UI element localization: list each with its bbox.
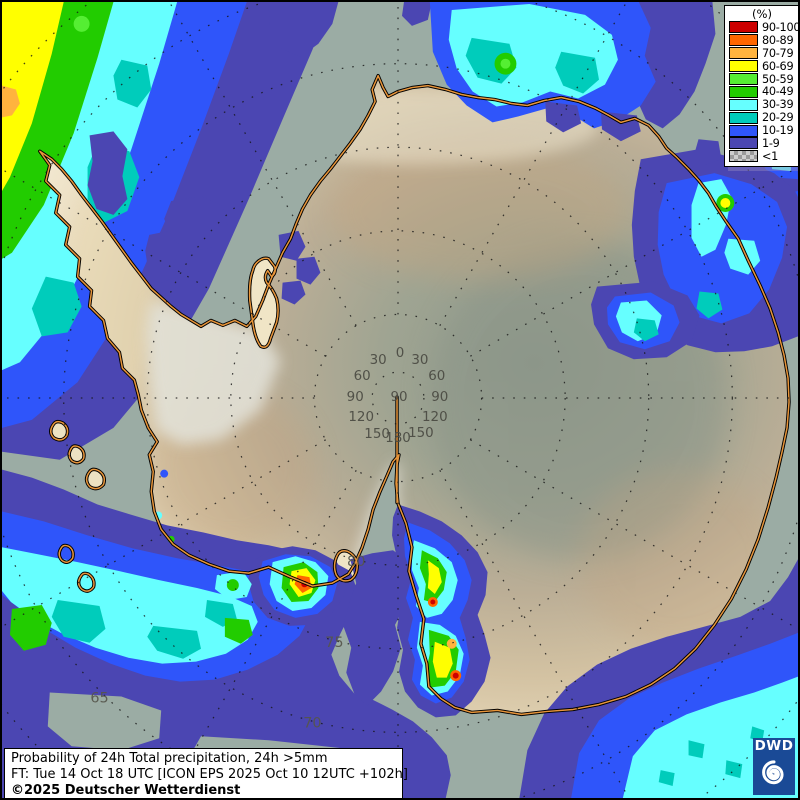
legend-swatch — [729, 124, 758, 137]
meridian-label: 0 — [396, 346, 405, 361]
legend-label: 10-19 — [762, 124, 794, 138]
meridian-label: 150 — [408, 426, 434, 441]
meridian-label: 120 — [422, 410, 448, 425]
legend-label: <1 — [762, 149, 779, 163]
legend-row: 20-29 — [725, 111, 798, 125]
info-line-forecast-time: FT: Tue 14 Oct 18 UTC [ICON EPS 2025 Oct… — [11, 767, 408, 782]
legend-swatch — [729, 47, 758, 60]
meridian-label: 60 — [428, 369, 445, 384]
legend-row: 80-89 — [725, 33, 798, 47]
legend-row: 10-19 — [725, 124, 798, 138]
dwd-logo: DWD — [753, 738, 795, 795]
meridian-label: 90 — [431, 390, 448, 405]
precip-top-center — [268, 2, 716, 142]
meridian-label: 90 — [347, 390, 364, 405]
legend-label: 90-100 — [762, 20, 800, 34]
legend-swatch — [729, 34, 758, 47]
legend-swatch — [729, 150, 758, 163]
meridian-label: 30 — [411, 353, 428, 368]
meridian-label: 90 — [390, 390, 407, 405]
meridian-label: 120 — [348, 410, 374, 425]
legend-label: 60-69 — [762, 59, 794, 73]
map-labels: 0 30 30 60 60 90 90 90 120 120 150 150 1… — [90, 346, 448, 731]
legend-swatch — [729, 21, 758, 34]
sea-gap — [47, 692, 162, 751]
latitude-label: 75 — [325, 635, 343, 651]
precip-ross-coast-system — [392, 504, 491, 718]
precip-band-northwest — [2, 2, 331, 460]
legend-row: 70-79 — [725, 46, 798, 60]
precip-mid-east — [591, 281, 700, 360]
latitude-label: 80 — [347, 554, 365, 570]
legend-label: 70-79 — [762, 46, 794, 60]
legend-label: 50-59 — [762, 72, 794, 86]
legend-swatch — [729, 73, 758, 85]
legend-title: (%) — [752, 7, 772, 21]
legend-label: 20-29 — [762, 111, 794, 125]
precip-weddell-patches — [278, 230, 321, 305]
meridian-label: 150 — [364, 427, 390, 442]
legend-row: 60-69 — [725, 59, 798, 73]
legend-row: 40-49 — [725, 85, 798, 99]
legend-row: 1-9 — [725, 136, 798, 150]
legend-row: <1 — [725, 149, 798, 163]
ronne-ice-shelf — [146, 300, 281, 445]
info-box: Probability of 24h Total precipitation, … — [4, 748, 408, 798]
legend: (%) 90-100 80-89 70-79 60-69 50-59 40-49 30-39… — [724, 5, 800, 167]
dwd-spiral-icon — [762, 760, 784, 785]
latitude-label: 65 — [90, 690, 108, 706]
legend-label: 80-89 — [762, 33, 794, 47]
meridian-label: 180 — [385, 431, 411, 446]
legend-label: 30-39 — [762, 98, 794, 112]
legend-row: 90-100 — [725, 20, 800, 34]
legend-swatch — [729, 60, 758, 73]
legend-row: 50-59 — [725, 72, 798, 86]
legend-swatch — [729, 98, 758, 111]
legend-label: 1-9 — [762, 136, 780, 150]
legend-swatch — [729, 137, 758, 150]
meridian-label: 30 — [370, 353, 387, 368]
legend-swatch — [729, 111, 758, 124]
legend-row: 30-39 — [725, 98, 798, 112]
legend-label: 40-49 — [762, 85, 794, 99]
latitude-label: 70 — [303, 715, 321, 731]
legend-rows: 90-100 80-89 70-79 60-69 50-59 40-49 30-39 20-2… — [725, 20, 800, 163]
meridian-label: 60 — [354, 369, 371, 384]
dwd-logo-text: DWD — [754, 738, 794, 754]
precip-bottom-band — [2, 469, 556, 798]
info-line-copyright: ©2025 Deutscher Wetterdienst — [11, 783, 241, 798]
legend-swatch — [729, 85, 758, 98]
info-line-product: Probability of 24h Total precipitation, … — [11, 751, 328, 766]
